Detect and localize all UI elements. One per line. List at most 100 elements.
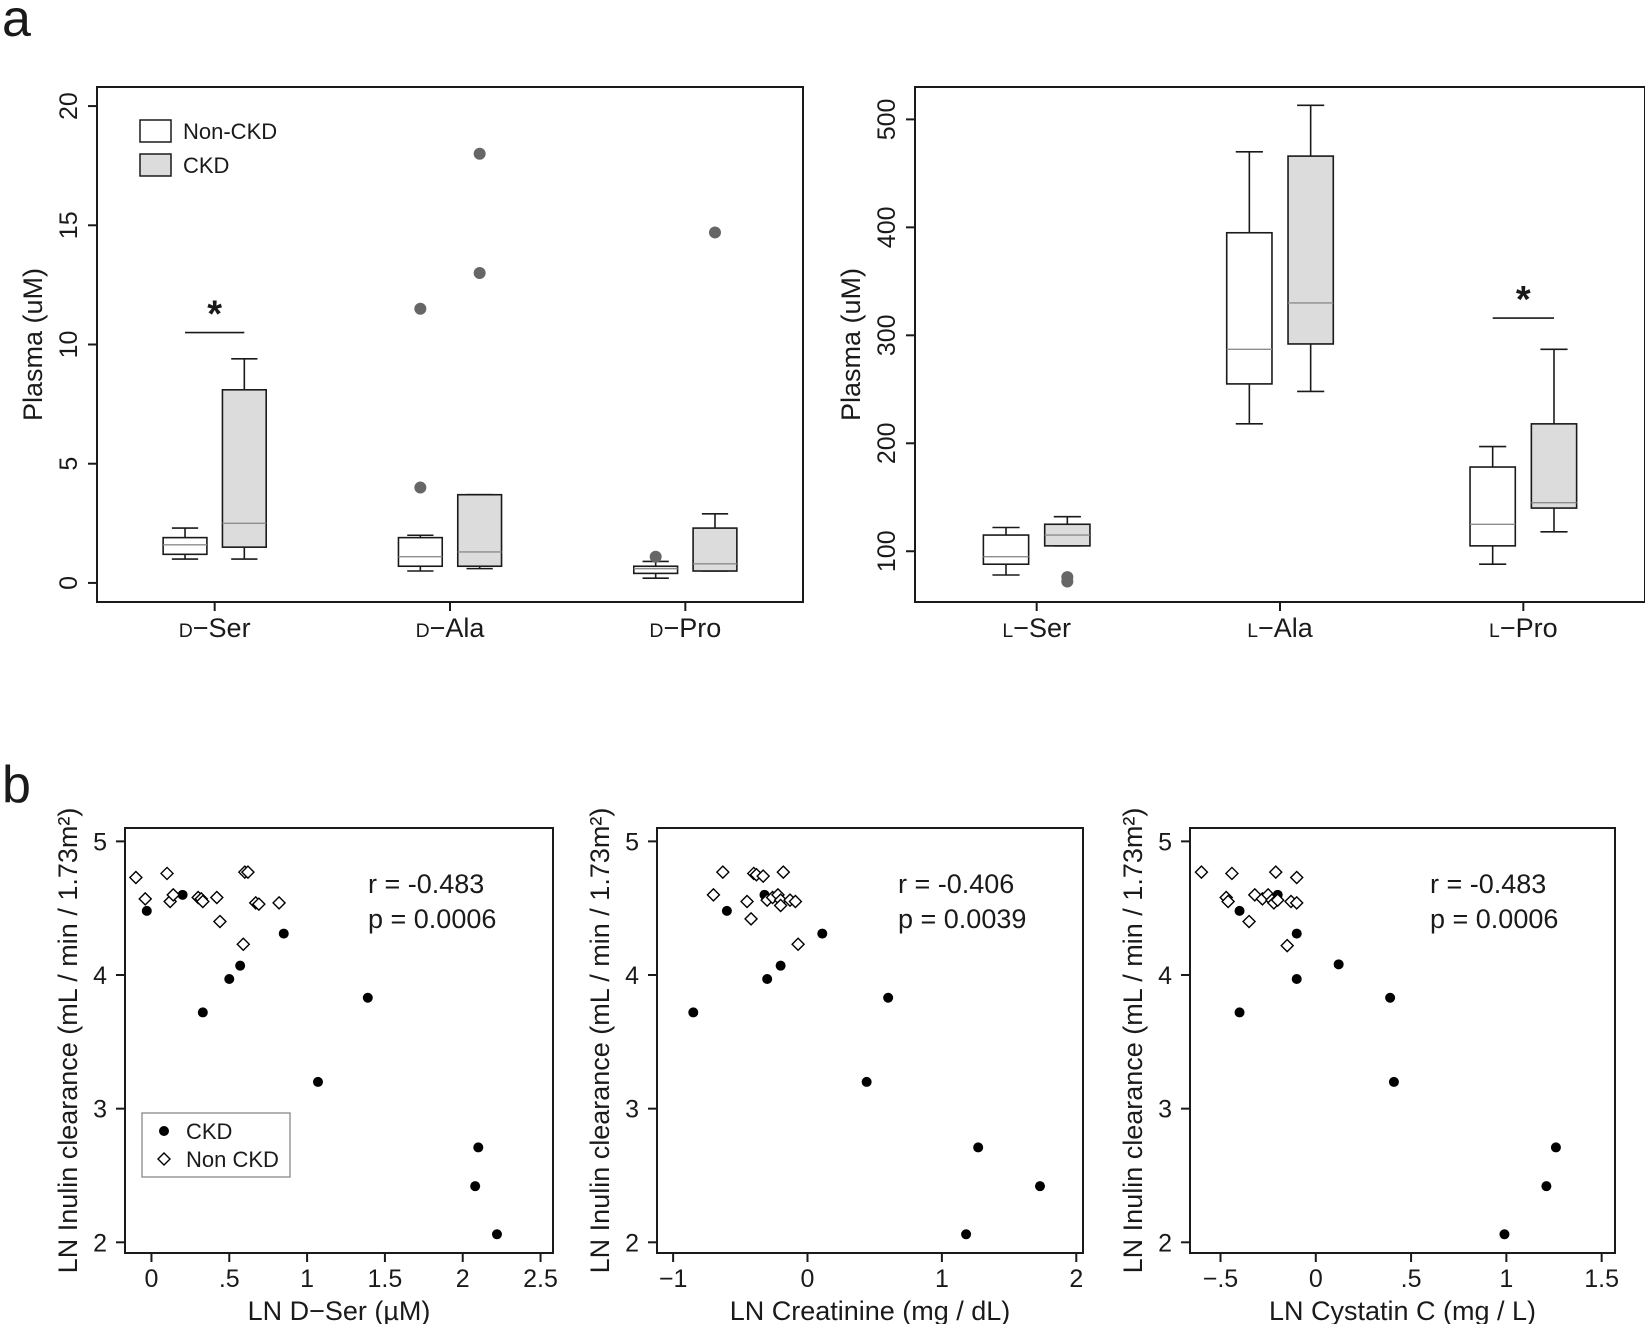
x-category-name: −Pro (663, 613, 721, 643)
data-point (235, 960, 246, 971)
x-tick-label: 0 (801, 1265, 815, 1293)
box-ckd (1530, 348, 1578, 533)
box-iqr (162, 536, 208, 556)
data-point (128, 870, 143, 885)
y-tick-label: 20 (55, 92, 83, 120)
data-point (212, 914, 227, 929)
x-tick-label: 1.5 (1584, 1265, 1619, 1293)
x-category-name: −Ser (1013, 613, 1071, 643)
x-category-prefix: D (179, 620, 193, 642)
data-point (1291, 974, 1302, 985)
data-point (861, 1076, 872, 1087)
data-point (251, 897, 266, 912)
data-point (312, 1076, 323, 1087)
x-category-prefix: L (1489, 620, 1500, 642)
box-iqr (692, 527, 738, 572)
significance-star: * (1516, 279, 1531, 321)
data-point (817, 928, 828, 939)
legend-label: Non-CKD (183, 119, 277, 144)
y-axis-title: LN Inulin clearance (mL / min / 1.73m²) (1118, 808, 1148, 1274)
data-point (272, 895, 287, 910)
outlier-point (473, 147, 486, 160)
box-iqr (1530, 423, 1578, 509)
x-tick-label: 1.5 (368, 1265, 403, 1293)
box-iqr (221, 389, 268, 548)
data-point (1247, 887, 1262, 902)
legend-label: Non CKD (186, 1147, 279, 1172)
data-point (961, 1229, 972, 1240)
series-non-ckd (128, 865, 287, 952)
legend-label: CKD (183, 153, 229, 178)
data-point (715, 865, 730, 880)
box-nonckd (982, 526, 1030, 576)
x-category-prefix: D (649, 620, 663, 642)
box-iqr (1287, 155, 1335, 345)
y-axis-title: LN Inulin clearance (mL / min / 1.73m²) (585, 808, 615, 1274)
y-tick-label: 2 (93, 1229, 107, 1257)
x-tick-label: 1 (300, 1265, 314, 1293)
significance-star: * (207, 294, 222, 336)
data-point (1291, 928, 1302, 939)
correlation-r: r = -0.483 (1430, 869, 1546, 899)
data-point (1224, 866, 1239, 881)
box-nonckd (1469, 445, 1517, 566)
data-point (773, 898, 788, 913)
x-tick-label: 2 (1069, 1265, 1083, 1293)
data-point (195, 894, 210, 909)
x-tick-label: −1 (659, 1265, 688, 1293)
y-tick-label: 300 (873, 314, 901, 356)
x-axis-title: LN D−Ser (µM) (248, 1296, 431, 1324)
data-point (1234, 1007, 1245, 1018)
x-tick-label: .5 (219, 1265, 240, 1293)
legend-label: CKD (186, 1119, 232, 1144)
x-category-prefix: L (1247, 620, 1258, 642)
data-point (756, 869, 771, 884)
data-point (1268, 865, 1283, 880)
y-tick-label: 2 (1158, 1229, 1172, 1257)
legend-swatch-ckd (139, 153, 172, 177)
box-iqr (397, 536, 444, 568)
data-point (706, 887, 721, 902)
box-nonckd (632, 550, 679, 579)
data-point (197, 1007, 208, 1018)
box-ckd (692, 226, 738, 572)
data-point (1550, 1142, 1561, 1153)
correlation-p: p = 0.0006 (1430, 904, 1558, 934)
data-point (278, 928, 289, 939)
series-non-ckd (706, 865, 806, 952)
x-category-prefix: L (1002, 620, 1013, 642)
scatter-ln-creatinine: 2 3 4 5 −1 0 1 2 LN Creatinine (mg / dL) LN Inuli… (585, 808, 1084, 1324)
y-tick-label: 200 (873, 422, 901, 464)
series-ckd (688, 889, 1045, 1240)
data-point (236, 937, 251, 952)
x-tick-label: 1 (935, 1265, 949, 1293)
data-point (141, 905, 152, 916)
data-point (1221, 894, 1236, 909)
box-iqr (982, 534, 1030, 566)
y-tick-label: 500 (873, 99, 901, 141)
data-point (1541, 1181, 1552, 1192)
legend-swatch-nonckd (139, 119, 172, 143)
x-axis-title: LN Cystatin C (mg / L) (1269, 1296, 1536, 1324)
legend-marker-dot (159, 1126, 169, 1136)
x-category-label: L−Ala (1247, 613, 1314, 643)
data-point (362, 992, 373, 1003)
y-axis-title: Plasma (uM) (18, 268, 48, 421)
data-point (224, 974, 235, 985)
data-point (473, 1142, 484, 1153)
x-category-label: L−Pro (1489, 613, 1558, 643)
data-point (1499, 1229, 1510, 1240)
box-iqr (456, 493, 503, 568)
plot-frame (1189, 827, 1616, 1254)
outlier-point (414, 481, 427, 494)
data-point (166, 887, 181, 902)
x-axis-title: LN Creatinine (mg / dL) (730, 1296, 1011, 1324)
data-point (883, 992, 894, 1003)
correlation-p: p = 0.0006 (368, 904, 496, 934)
data-point (1242, 914, 1257, 929)
outlier-point (649, 550, 662, 563)
x-tick-label: 0 (1309, 1265, 1323, 1293)
scatter-ln-d-ser: 2 3 4 5 0 .5 1 1.5 2 2.5 LN D−Ser (µM) LN Inulin cl… (53, 808, 558, 1324)
